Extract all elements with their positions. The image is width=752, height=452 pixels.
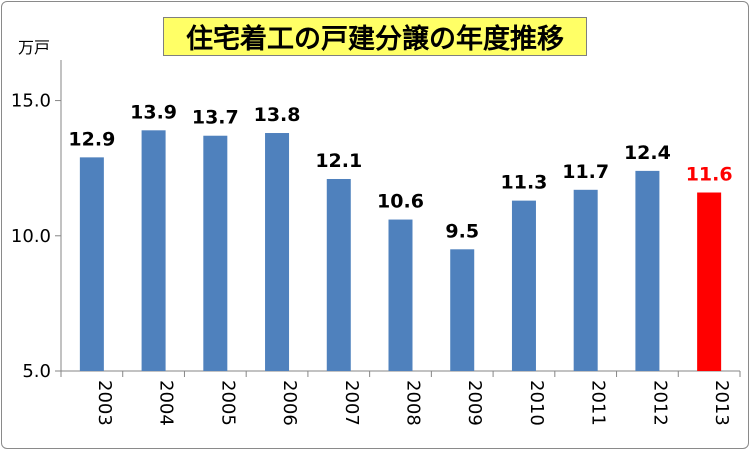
value-label-2011: 11.7 — [562, 161, 609, 183]
chart-title: 住宅着工の戸建分譲の年度推移 — [163, 17, 587, 56]
y-tick-labels: 5.0 10.0 15.0 — [11, 91, 51, 382]
value-label-2008: 10.6 — [377, 191, 424, 213]
bar-2012 — [635, 170, 660, 371]
value-label-2006: 13.8 — [254, 104, 301, 126]
x-tick-label-2003: 2003 — [94, 380, 115, 426]
bar-2004 — [141, 130, 166, 371]
value-label-2010: 11.3 — [501, 172, 548, 194]
value-label-2007: 12.1 — [315, 150, 362, 172]
x-tick-labels: 2003 2004 2005 2006 2007 2008 2009 2010 2011 2012… — [94, 380, 732, 426]
bar-2008 — [388, 219, 413, 371]
value-labels: 12.9 13.9 13.7 13.8 12.1 10.6 9.5 11.3 11.7 12.4 1… — [68, 101, 732, 242]
y-tick-label: 10.0 — [11, 226, 51, 247]
bar-2011 — [573, 189, 598, 371]
bar-2005 — [203, 135, 228, 371]
x-tick-label-2006: 2006 — [279, 380, 300, 426]
value-label-2004: 13.9 — [130, 101, 177, 123]
value-label-2012: 12.4 — [624, 142, 671, 164]
bar-2006 — [265, 133, 290, 371]
value-label-2013: 11.6 — [686, 164, 733, 186]
y-tick-label: 5.0 — [22, 361, 51, 382]
value-label-2005: 13.7 — [192, 107, 239, 129]
bar-2007 — [326, 178, 351, 371]
x-tick-label-2004: 2004 — [156, 380, 177, 426]
bar-2010 — [511, 200, 536, 371]
x-tick-label-2013: 2013 — [711, 380, 732, 426]
x-tick-label-2010: 2010 — [526, 380, 547, 426]
x-tick-label-2012: 2012 — [649, 380, 670, 426]
y-axis-unit-label: 万戸 — [18, 38, 51, 57]
x-tick-label-2007: 2007 — [341, 380, 362, 426]
x-tick-label-2005: 2005 — [217, 380, 238, 426]
bar-2003 — [79, 157, 104, 371]
x-tick-label-2011: 2011 — [588, 380, 609, 426]
y-tick-label: 15.0 — [11, 91, 51, 112]
x-tick-label-2008: 2008 — [403, 380, 424, 426]
x-tick-label-2009: 2009 — [464, 380, 485, 426]
bar-2013 — [697, 192, 722, 371]
bar-2009 — [450, 249, 475, 371]
value-label-2003: 12.9 — [68, 128, 115, 150]
value-label-2009: 9.5 — [445, 220, 479, 242]
bars — [79, 130, 722, 371]
